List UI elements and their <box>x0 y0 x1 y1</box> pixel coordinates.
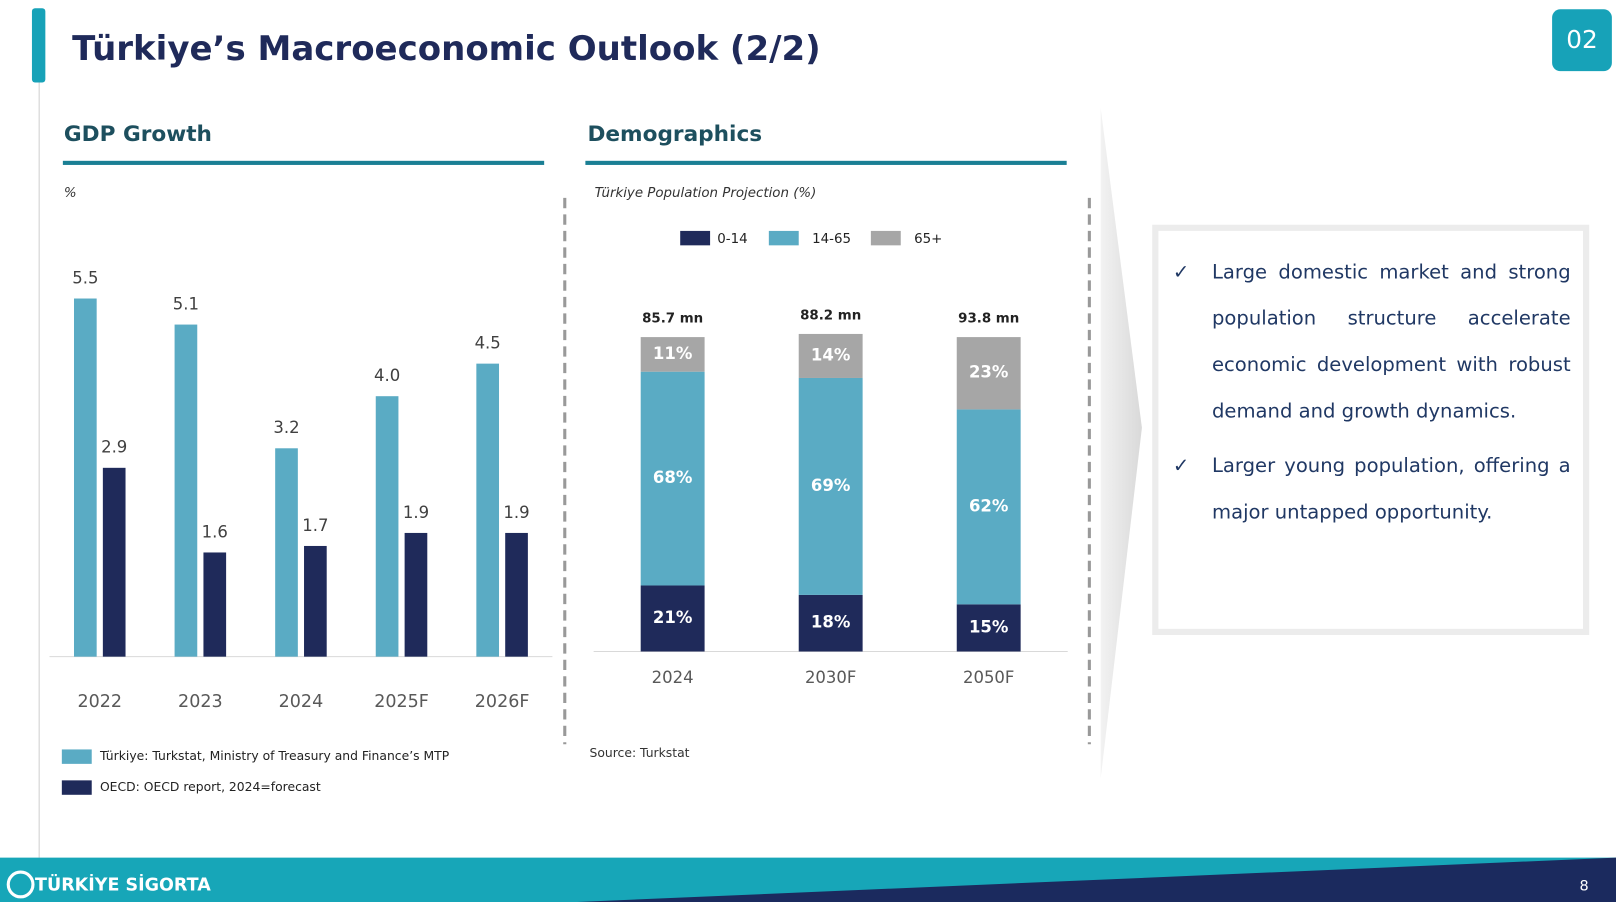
data-label: 1.7 <box>302 516 328 535</box>
data-label: 1.6 <box>202 522 228 541</box>
bar-segment <box>640 585 705 652</box>
x-tick-label: 2023 <box>178 692 223 712</box>
total-label: 85.7 mn <box>642 312 703 327</box>
bar-segment <box>640 337 705 372</box>
bar <box>73 298 97 657</box>
data-label: 11% <box>653 344 692 363</box>
legend-label: 14-65 <box>812 232 851 247</box>
data-label: 15% <box>969 617 1008 636</box>
bar-segment <box>798 377 863 595</box>
section-title: GDP Growth <box>64 122 212 147</box>
data-label: 21% <box>653 608 692 627</box>
source: Source: Turkstat <box>590 746 690 760</box>
bar <box>505 532 528 657</box>
bar <box>404 532 428 657</box>
x-tick-label: 2026F <box>475 692 530 712</box>
bar <box>203 552 227 657</box>
x-tick-label: 2024 <box>279 692 324 712</box>
data-label: 4.5 <box>475 334 501 353</box>
data-label: 68% <box>653 468 692 487</box>
bullet-list: Large domestic market and strong populat… <box>1171 249 1571 536</box>
section-rule <box>62 160 545 165</box>
data-label: 4.0 <box>374 366 400 385</box>
bar-segment <box>798 594 863 652</box>
data-label: 1.9 <box>503 503 529 522</box>
data-label: 14% <box>811 345 850 364</box>
data-label: 62% <box>969 496 1008 515</box>
total-label: 93.8 mn <box>958 312 1019 327</box>
axis-label: % <box>64 186 77 201</box>
bar-segment <box>956 409 1021 605</box>
bar <box>102 467 126 657</box>
legend-swatch <box>680 230 711 246</box>
bar-segment <box>640 371 705 586</box>
bullet: Large domestic market and strong populat… <box>1171 249 1571 435</box>
legend-label: OECD: OECD report, 2024=forecast <box>100 780 321 794</box>
bar <box>375 396 399 657</box>
data-label: 2.9 <box>101 438 127 457</box>
bar-segment <box>956 604 1021 652</box>
chevron <box>1100 108 1142 779</box>
bar <box>304 545 327 657</box>
legend-swatch <box>768 230 799 246</box>
logo: TÜRKİYE SİGORTA <box>35 874 211 896</box>
legend-label: 0-14 <box>717 232 747 247</box>
bar <box>476 363 500 657</box>
data-label: 18% <box>811 613 850 632</box>
data-label: 3.2 <box>273 418 299 437</box>
title-accent <box>31 8 46 83</box>
badge <box>1552 9 1612 72</box>
bullet-box: Large domestic market and strong populat… <box>1152 224 1590 636</box>
legend-label: Türkiye: Turkstat, Ministry of Treasury … <box>99 749 450 763</box>
badge-text: 02 <box>1566 25 1597 54</box>
data-label: 5.5 <box>72 268 98 287</box>
data-label: 5.1 <box>173 294 199 313</box>
logo-mark <box>6 870 35 899</box>
x-tick-label: 2022 <box>77 692 122 712</box>
slide-title: Türkiye’s Macroeconomic Outlook (2/2) <box>72 29 821 69</box>
data-label: 1.9 <box>403 503 429 522</box>
x-tick-label: 2030F <box>805 668 856 687</box>
bar <box>174 324 198 657</box>
chart-subtitle: Türkiye Population Projection (%) <box>595 186 817 201</box>
bar-segment <box>956 337 1021 410</box>
legend-swatch <box>61 780 92 795</box>
section-rule <box>585 160 1067 165</box>
page-number: 8 <box>1579 879 1588 895</box>
footer-band-dark <box>577 857 1616 902</box>
bullet: Larger young population, offering a majo… <box>1171 443 1571 536</box>
bar <box>275 448 298 657</box>
bar-segment <box>798 333 863 378</box>
legend-swatch <box>61 749 92 764</box>
section-title: Demographics <box>587 122 762 147</box>
x-tick-label: 2025F <box>374 692 429 712</box>
legend-label: 65+ <box>914 232 942 247</box>
legend-swatch <box>870 230 901 246</box>
data-label: 69% <box>811 476 850 495</box>
data-label: 23% <box>969 363 1008 382</box>
x-tick-label: 2050F <box>963 668 1014 687</box>
x-tick-label: 2024 <box>652 668 694 687</box>
total-label: 88.2 mn <box>800 308 861 323</box>
